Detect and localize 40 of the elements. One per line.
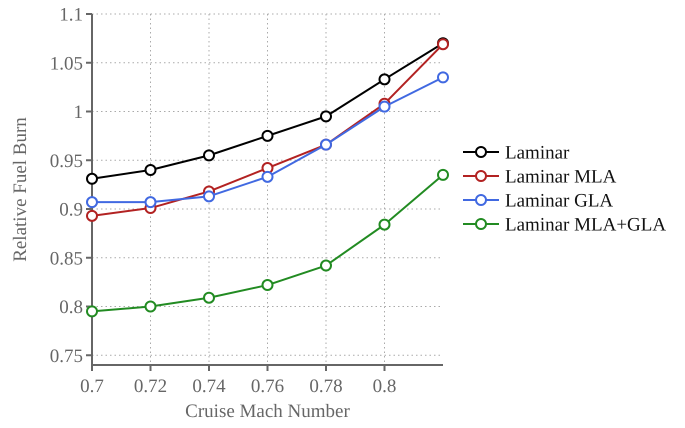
point bbox=[378, 100, 390, 113]
point bbox=[320, 260, 332, 272]
point bbox=[203, 190, 215, 202]
y-tick-label: 0.8 bbox=[59, 297, 83, 318]
x-axis-title: Cruise Mach Number bbox=[185, 401, 350, 422]
point bbox=[262, 279, 274, 292]
point bbox=[86, 210, 98, 222]
x-tick-label: 0.7 bbox=[80, 376, 104, 397]
legend-label: Laminar MLA bbox=[505, 166, 617, 188]
y-tick-label: 0.9 bbox=[59, 200, 83, 221]
x-tick-label: 0.74 bbox=[192, 376, 226, 397]
point bbox=[262, 130, 274, 142]
point bbox=[262, 170, 274, 183]
point bbox=[86, 172, 98, 185]
x-tick-label: 0.8 bbox=[372, 376, 396, 397]
point bbox=[144, 196, 156, 208]
point bbox=[437, 71, 449, 84]
point bbox=[320, 110, 332, 122]
legend-label: Laminar bbox=[505, 142, 570, 164]
point bbox=[144, 164, 156, 176]
point bbox=[378, 73, 390, 86]
legend-label: Laminar GLA bbox=[505, 190, 614, 212]
point bbox=[203, 292, 215, 304]
point bbox=[144, 300, 156, 312]
point bbox=[437, 168, 449, 181]
y-tick-label: 0.95 bbox=[50, 150, 83, 172]
y-tick-label: 1.05 bbox=[50, 53, 83, 74]
x-tick-label: 0.72 bbox=[134, 376, 168, 397]
point bbox=[378, 218, 390, 231]
x-tick-label: 0.76 bbox=[250, 376, 284, 397]
legend-label: Laminar MLA+GLA bbox=[505, 214, 666, 236]
y-tick-label: 0.75 bbox=[50, 346, 83, 367]
point bbox=[86, 196, 98, 208]
point bbox=[86, 305, 98, 318]
y-tick-label: 1 bbox=[74, 102, 83, 124]
x-tick-label: 0.78 bbox=[309, 376, 343, 397]
y-tick-label: 1.1 bbox=[59, 4, 83, 26]
point bbox=[203, 149, 215, 162]
y-axis-title: Relative Fuel Burn bbox=[10, 116, 31, 262]
y-tick-label: 0.85 bbox=[50, 248, 83, 270]
